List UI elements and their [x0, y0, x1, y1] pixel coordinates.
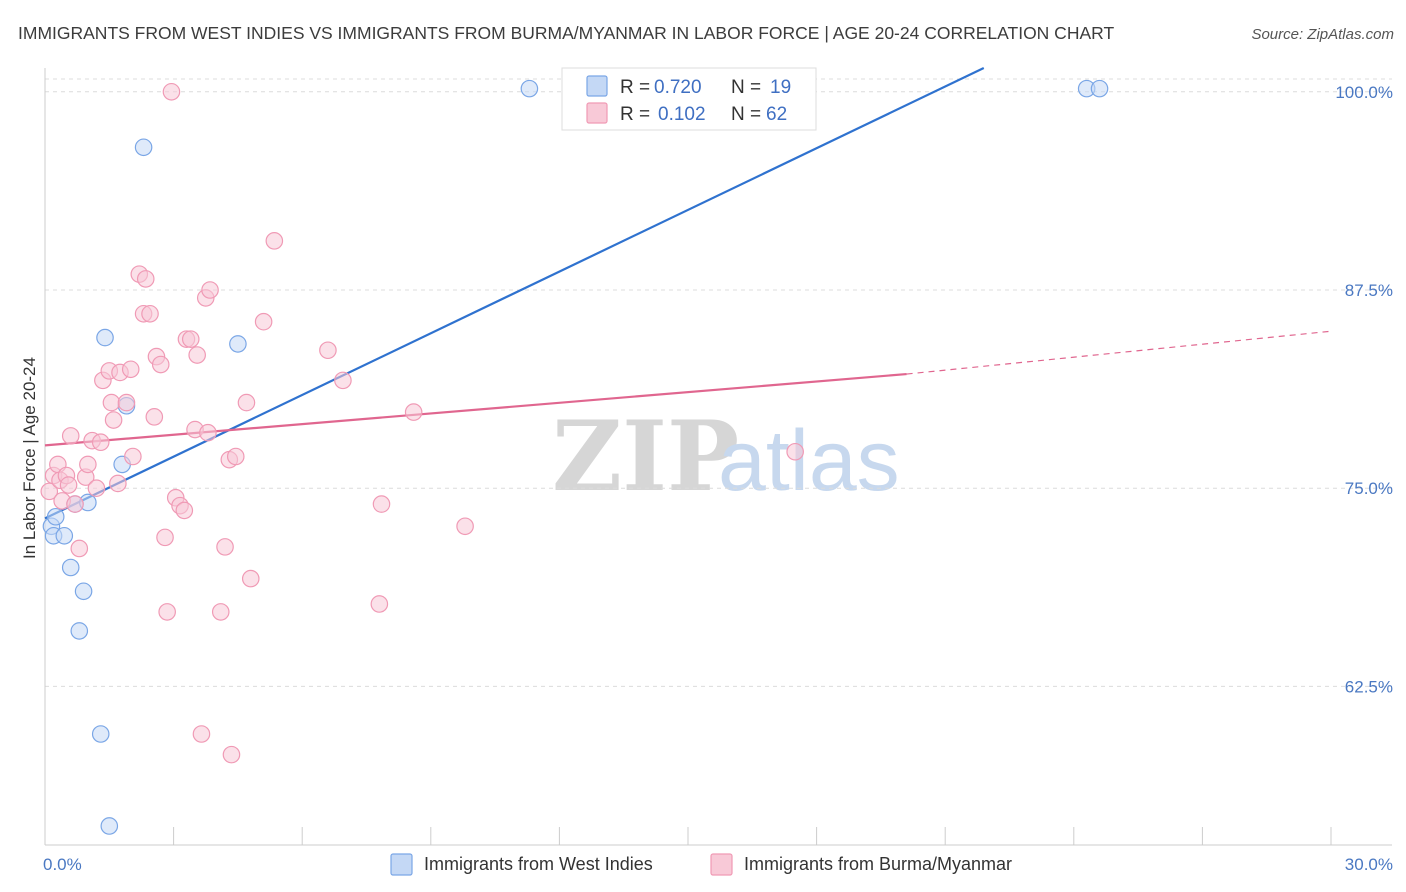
point-burma: [334, 371, 352, 390]
stats-swatch-west-indies: [586, 75, 608, 97]
point-west-indies: [46, 507, 65, 526]
point-burma: [79, 455, 97, 474]
x-tick-label-max: 30.0%: [1345, 855, 1393, 874]
point-burma: [87, 479, 106, 498]
legend-swatch-burma: [710, 853, 733, 876]
point-west-indies: [229, 335, 247, 353]
point-west-indies: [96, 328, 114, 347]
point-burma: [158, 603, 176, 621]
y-tick-label: 100.0%: [1335, 83, 1393, 102]
y-tick-label: 87.5%: [1345, 281, 1393, 300]
watermark: ZIP atlas: [552, 400, 900, 513]
point-burma: [121, 360, 140, 379]
point-west-indies: [70, 622, 89, 640]
point-burma: [226, 447, 245, 466]
point-burma: [199, 423, 217, 442]
point-burma: [162, 82, 181, 101]
point-burma: [151, 355, 170, 374]
point-burma: [241, 569, 260, 588]
point-burma: [216, 538, 234, 556]
x-tick-labels: 0.0% 30.0%: [43, 855, 1393, 874]
point-burma: [124, 447, 142, 466]
point-burma: [175, 501, 194, 520]
point-burma: [372, 495, 391, 513]
point-west-indies: [74, 582, 93, 601]
stats-n-value-burma: 62: [766, 104, 787, 125]
point-burma: [201, 281, 219, 299]
point-burma: [254, 312, 273, 331]
point-burma: [456, 517, 474, 536]
stats-r-label-1: R =: [620, 77, 650, 98]
stats-r-label-2: R =: [620, 104, 650, 125]
x-tick-label-min: 0.0%: [43, 855, 82, 874]
watermark-atlas: atlas: [718, 413, 900, 509]
point-west-indies: [91, 725, 110, 743]
point-burma: [70, 539, 89, 558]
point-burma: [102, 393, 121, 412]
point-burma: [237, 393, 256, 412]
legend-label-west-indies: Immigrants from West Indies: [424, 854, 653, 874]
legend-label-burma: Immigrants from Burma/Myanmar: [744, 854, 1012, 874]
point-west-indies: [61, 558, 80, 577]
point-burma: [786, 442, 804, 461]
point-burma: [66, 495, 84, 513]
point-burma: [136, 270, 155, 288]
stats-swatch-burma: [586, 102, 608, 124]
trend-line-west-indies: [44, 67, 985, 520]
chart-title: IMMIGRANTS FROM WEST INDIES VS IMMIGRANT…: [18, 23, 1114, 43]
stats-r-value-burma: 0.102: [658, 104, 706, 125]
y-axis-label: In Labor Force | Age 20-24: [20, 357, 39, 559]
stats-n-label-1: N =: [731, 77, 761, 98]
point-burma: [104, 411, 123, 429]
y-tick-label: 62.5%: [1345, 677, 1393, 696]
stats-r-value-west-indies: 0.720: [654, 77, 702, 98]
stats-legend: R = 0.720 N = 19 R = 0.102 N = 62: [561, 67, 817, 131]
point-west-indies: [55, 526, 74, 545]
point-burma: [188, 346, 206, 364]
point-burma: [91, 433, 110, 452]
point-west-indies: [100, 817, 119, 835]
watermark-zip: ZIP: [552, 400, 739, 513]
trend-line-burma-extension: [906, 330, 1332, 375]
point-burma: [156, 528, 174, 547]
point-burma: [141, 304, 159, 323]
legend-swatch-west-indies: [390, 853, 413, 876]
point-burma: [211, 603, 230, 621]
grid-lines: [45, 78, 1392, 687]
point-burma: [59, 476, 78, 494]
point-burma: [370, 595, 389, 613]
point-burma: [265, 232, 284, 250]
data-points: [40, 79, 1109, 835]
chart-source: Source: ZipAtlas.com: [1251, 26, 1394, 43]
point-burma: [109, 474, 127, 493]
point-west-indies: [520, 79, 539, 98]
stats-n-value-west-indies: 19: [770, 77, 791, 98]
point-burma: [145, 408, 164, 426]
point-burma: [222, 745, 241, 764]
point-west-indies: [1090, 79, 1109, 98]
point-burma: [319, 341, 337, 360]
y-tick-label: 75.0%: [1345, 479, 1393, 498]
point-burma: [181, 330, 200, 348]
point-west-indies: [134, 138, 153, 157]
y-tick-labels: 100.0% 87.5% 75.0% 62.5%: [1335, 83, 1393, 697]
series-legend: Immigrants from West Indies Immigrants f…: [390, 853, 1012, 876]
point-burma: [404, 403, 423, 421]
point-burma: [192, 725, 211, 743]
point-burma: [61, 427, 80, 445]
stats-n-label-2: N =: [731, 104, 761, 125]
point-burma: [117, 393, 136, 412]
axes: [44, 68, 1392, 846]
